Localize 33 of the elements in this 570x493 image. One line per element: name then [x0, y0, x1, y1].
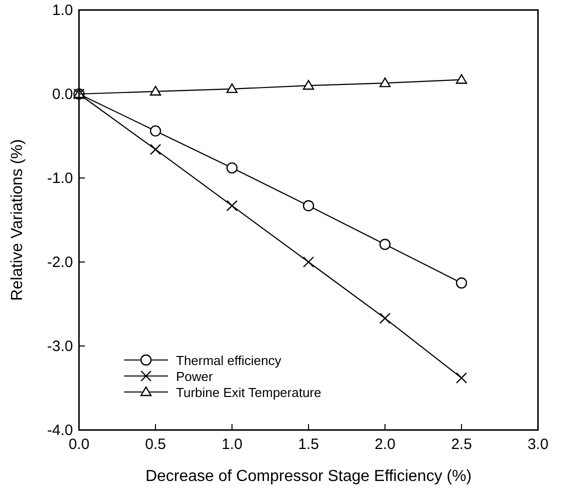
y-tick-label: -2.0 — [47, 254, 73, 271]
point — [226, 83, 238, 94]
y-axis-title: Relative Variations (%) — [9, 139, 26, 301]
x-axis-title: Decrease of Compressor Stage Efficiency (%) — [145, 468, 472, 485]
legend-label: Thermal efficiency — [176, 353, 282, 368]
y-tick-label: 0.0 — [52, 86, 73, 103]
point — [226, 200, 238, 212]
point — [150, 144, 162, 156]
legend-label: Power — [176, 369, 214, 384]
point — [302, 200, 314, 212]
y-tick-label: -1.0 — [47, 170, 73, 187]
point — [150, 86, 162, 96]
point — [302, 256, 314, 268]
x-tick-label: 1.0 — [222, 436, 242, 453]
x-tick-label: 1.5 — [298, 436, 319, 453]
x-tick-label: 2.5 — [451, 436, 472, 453]
point — [150, 125, 162, 137]
x-tick-label: 0.0 — [68, 436, 90, 453]
point — [379, 77, 391, 88]
legend-label: Turbine Exit Temperature — [176, 385, 322, 400]
x-tick-label: 2.0 — [374, 436, 396, 453]
point — [226, 162, 238, 174]
point — [379, 238, 391, 250]
point — [379, 312, 391, 324]
point — [456, 74, 468, 84]
y-tick-label: 1.0 — [52, 2, 73, 19]
y-tick-label: -4.0 — [47, 422, 73, 439]
point — [302, 80, 314, 90]
point — [456, 277, 468, 289]
x-tick-label: 3.0 — [528, 436, 548, 453]
y-tick-label: -3.0 — [47, 338, 73, 355]
x-tick-label: 0.5 — [145, 436, 166, 453]
point — [456, 372, 468, 384]
